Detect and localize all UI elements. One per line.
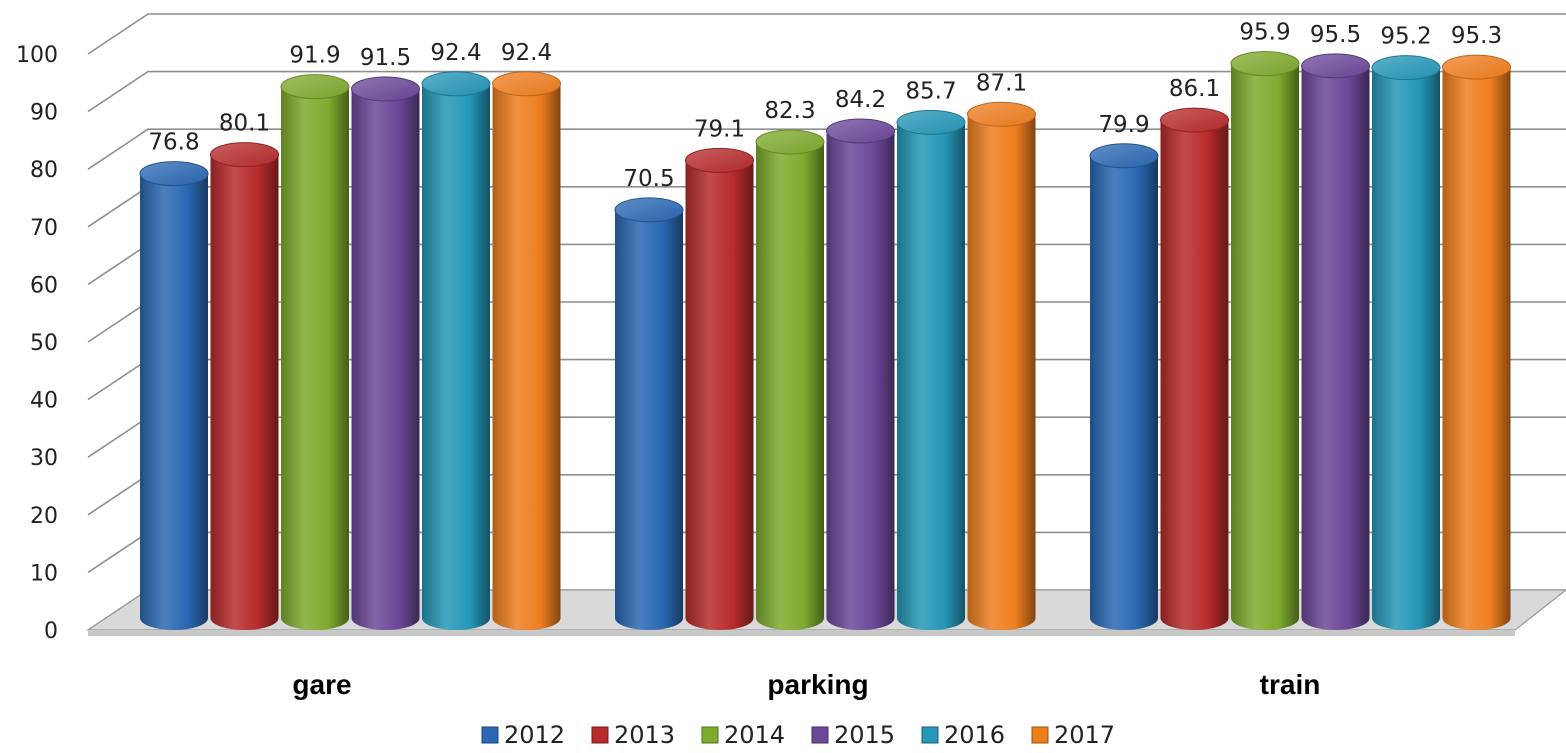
y-tick-label: 40 [30, 389, 58, 414]
bar [421, 71, 491, 630]
bar [351, 76, 420, 630]
legend-label: 2016 [944, 721, 1005, 749]
data-label: 92.4 [501, 40, 552, 66]
category-label: parking [767, 669, 868, 700]
bar [826, 118, 895, 630]
data-label: 79.9 [1098, 112, 1149, 138]
data-label: 92.4 [430, 40, 481, 66]
category-label: train [1260, 669, 1321, 700]
x-axis-category-labels: gare parking train [292, 669, 1320, 700]
legend-label: 2012 [504, 721, 565, 749]
bar [967, 101, 1036, 630]
data-label: 95.9 [1239, 20, 1290, 46]
bar [1230, 51, 1300, 630]
data-label: 95.3 [1451, 23, 1502, 49]
data-label: 85.7 [905, 78, 956, 104]
legend-item: 2014 [701, 721, 785, 749]
data-label: 80.1 [219, 111, 270, 137]
legend-item: 2017 [1031, 721, 1115, 749]
y-tick-label: 0 [44, 619, 58, 644]
data-label: 79.1 [694, 116, 745, 142]
legend-item: 2016 [921, 721, 1005, 749]
data-label: 76.8 [148, 130, 199, 156]
floor-edge [88, 630, 1515, 636]
data-label: 84.2 [835, 87, 886, 113]
legend-swatch [811, 726, 829, 744]
bar [210, 142, 279, 630]
y-axis-tick-labels: 0 10 20 30 40 50 60 70 80 90 100 [16, 43, 58, 644]
bar [755, 129, 825, 630]
data-label: 70.5 [623, 166, 674, 192]
bar [1301, 53, 1370, 631]
data-labels: 76.8 80.1 91.9 91.5 92.4 92.4 70.5 79.1 82.3 84.2… [148, 20, 1502, 192]
bar [1371, 55, 1441, 630]
legend-swatch [701, 726, 719, 744]
legend-swatch [481, 726, 499, 744]
y-tick-label: 30 [30, 446, 58, 471]
bar [685, 147, 754, 630]
bar [139, 161, 209, 630]
bar [280, 74, 350, 630]
legend-item: 2015 [811, 721, 895, 749]
bar [614, 197, 684, 631]
y-tick-label: 80 [30, 158, 58, 183]
data-label: 95.2 [1380, 24, 1431, 50]
y-tick-label: 100 [16, 43, 58, 68]
legend-item: 2013 [591, 721, 675, 749]
data-label: 82.3 [764, 98, 815, 124]
bar [1442, 54, 1511, 630]
legend-label: 2017 [1054, 721, 1115, 749]
legend-label: 2014 [724, 721, 785, 749]
legend: 2012 2013 2014 2015 2016 2017 [481, 721, 1115, 749]
y-tick-label: 70 [30, 216, 58, 241]
bar [492, 71, 561, 630]
data-label: 95.5 [1310, 22, 1361, 48]
legend-label: 2015 [834, 721, 895, 749]
legend-swatch [1031, 726, 1049, 744]
y-tick-label: 50 [30, 331, 58, 356]
y-tick-label: 90 [30, 101, 58, 126]
y-tick-label: 20 [30, 504, 58, 529]
gridline [87, 70, 1566, 113]
legend-swatch [591, 726, 609, 744]
data-label: 86.1 [1169, 76, 1220, 102]
bar-series [139, 51, 1511, 631]
category-label: gare [292, 669, 351, 700]
legend-swatch [921, 726, 939, 744]
bar [1089, 143, 1159, 630]
gridline [87, 128, 1566, 170]
legend-label: 2013 [614, 721, 675, 749]
data-label: 91.9 [289, 43, 340, 69]
gridline [87, 13, 1566, 55]
data-label: 87.1 [976, 70, 1027, 96]
legend-item: 2012 [481, 721, 565, 749]
y-tick-label: 60 [30, 273, 58, 298]
y-tick-label: 10 [30, 561, 58, 586]
bar [896, 109, 966, 631]
bar [1160, 107, 1229, 631]
data-label: 91.5 [360, 45, 411, 71]
